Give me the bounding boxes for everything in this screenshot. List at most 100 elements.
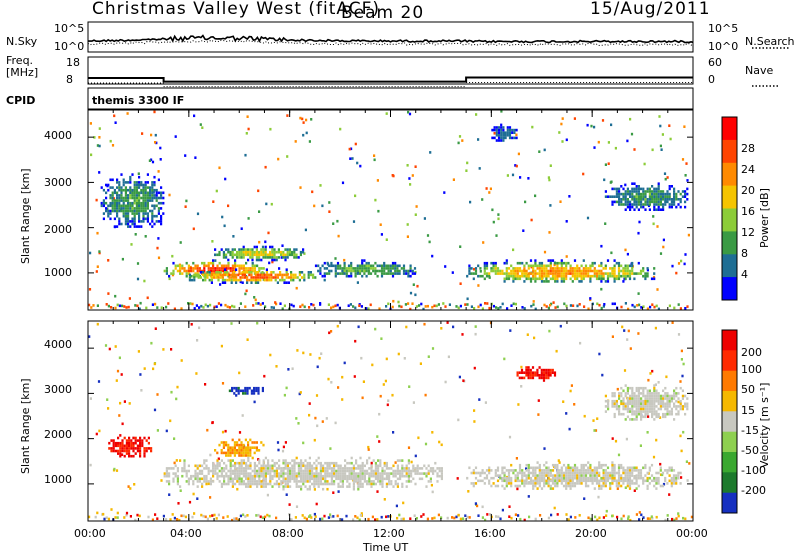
range-cell — [662, 195, 665, 198]
range-cell — [597, 495, 600, 499]
velocity-cbar-tick: 100 — [741, 363, 762, 376]
range-cell — [124, 209, 127, 213]
range-cell — [298, 278, 301, 282]
range-cell — [628, 277, 632, 281]
range-cell — [223, 264, 226, 268]
range-cell — [565, 272, 568, 275]
range-cell — [664, 392, 667, 395]
range-cell — [528, 515, 531, 519]
range-cell — [352, 467, 355, 470]
range-cell — [289, 472, 292, 475]
range-cell — [280, 256, 283, 259]
range-cell — [315, 502, 318, 506]
range-cell — [576, 277, 579, 281]
range-cell — [204, 383, 207, 386]
range-cell — [133, 214, 136, 218]
range-cell — [606, 277, 610, 281]
range-cell — [543, 280, 546, 283]
range-cell — [217, 302, 220, 305]
range-cell — [622, 412, 625, 416]
range-cell — [420, 302, 423, 306]
range-cell — [638, 303, 641, 307]
range-cell — [246, 338, 249, 341]
range-cell — [138, 191, 141, 195]
range-cell — [562, 280, 566, 283]
range-cell — [187, 480, 190, 483]
range-cell — [96, 265, 99, 268]
range-cell — [626, 471, 629, 475]
range-cell — [639, 269, 643, 273]
range-cell — [193, 278, 196, 282]
range-cell — [376, 264, 379, 268]
range-cell — [269, 245, 272, 249]
range-cell — [221, 430, 225, 434]
range-cell — [359, 464, 362, 468]
range-cell — [274, 301, 277, 304]
range-cell — [273, 248, 276, 251]
range-cell — [637, 200, 640, 204]
range-cell — [584, 463, 588, 467]
range-cell — [254, 281, 257, 284]
range-cell — [280, 482, 283, 486]
range-cell — [554, 466, 557, 470]
range-cell — [537, 399, 540, 402]
range-cell — [326, 482, 329, 486]
range-cell — [534, 517, 537, 521]
range-cell — [120, 209, 123, 213]
range-cell — [477, 305, 480, 309]
range-cell — [680, 449, 683, 453]
range-cell — [508, 128, 512, 132]
range-cell — [609, 474, 612, 477]
range-cell — [640, 195, 643, 198]
range-cell — [258, 467, 261, 470]
range-cell — [451, 271, 454, 274]
range-cell — [414, 469, 417, 473]
range-cell — [128, 444, 131, 448]
range-cell — [352, 469, 355, 473]
range-cell — [220, 248, 223, 251]
range-cell — [271, 485, 274, 488]
range-cell — [617, 264, 621, 268]
range-cell — [562, 471, 566, 475]
range-cell — [657, 192, 660, 196]
range-cell — [280, 250, 283, 254]
range-cell — [139, 444, 142, 448]
range-cell — [556, 264, 559, 268]
range-cell — [381, 480, 384, 483]
velocity-cbar-tick: -50 — [741, 444, 759, 457]
range-cell — [639, 469, 643, 472]
range-cell — [631, 474, 634, 477]
range-cell — [113, 204, 116, 208]
range-cell — [532, 274, 535, 278]
range-cell — [385, 515, 388, 519]
range-cell — [216, 467, 219, 470]
range-cell — [562, 479, 566, 483]
range-cell — [155, 204, 158, 208]
range-cell — [361, 477, 364, 481]
range-cell — [118, 186, 121, 189]
range-cell — [600, 264, 603, 268]
range-cell — [482, 241, 485, 244]
range-cell — [129, 175, 132, 179]
range-cell — [361, 274, 364, 278]
range-cell — [216, 472, 219, 475]
range-cell — [628, 471, 632, 475]
range-cell — [139, 441, 142, 445]
range-cell — [142, 194, 145, 197]
range-cell — [361, 269, 364, 273]
range-cell — [684, 174, 687, 177]
range-cell — [102, 201, 105, 205]
range-cell — [316, 424, 319, 428]
range-cell — [613, 471, 616, 475]
range-cell — [664, 476, 667, 480]
range-cell — [291, 464, 294, 468]
range-cell — [493, 136, 496, 140]
velocity-colorbar — [722, 330, 737, 514]
range-cell — [207, 472, 210, 475]
range-cell — [545, 269, 548, 273]
range-cell — [595, 476, 599, 480]
range-cell — [117, 449, 120, 453]
range-cell — [261, 516, 264, 519]
range-cell — [220, 467, 223, 470]
range-cell — [521, 474, 524, 477]
